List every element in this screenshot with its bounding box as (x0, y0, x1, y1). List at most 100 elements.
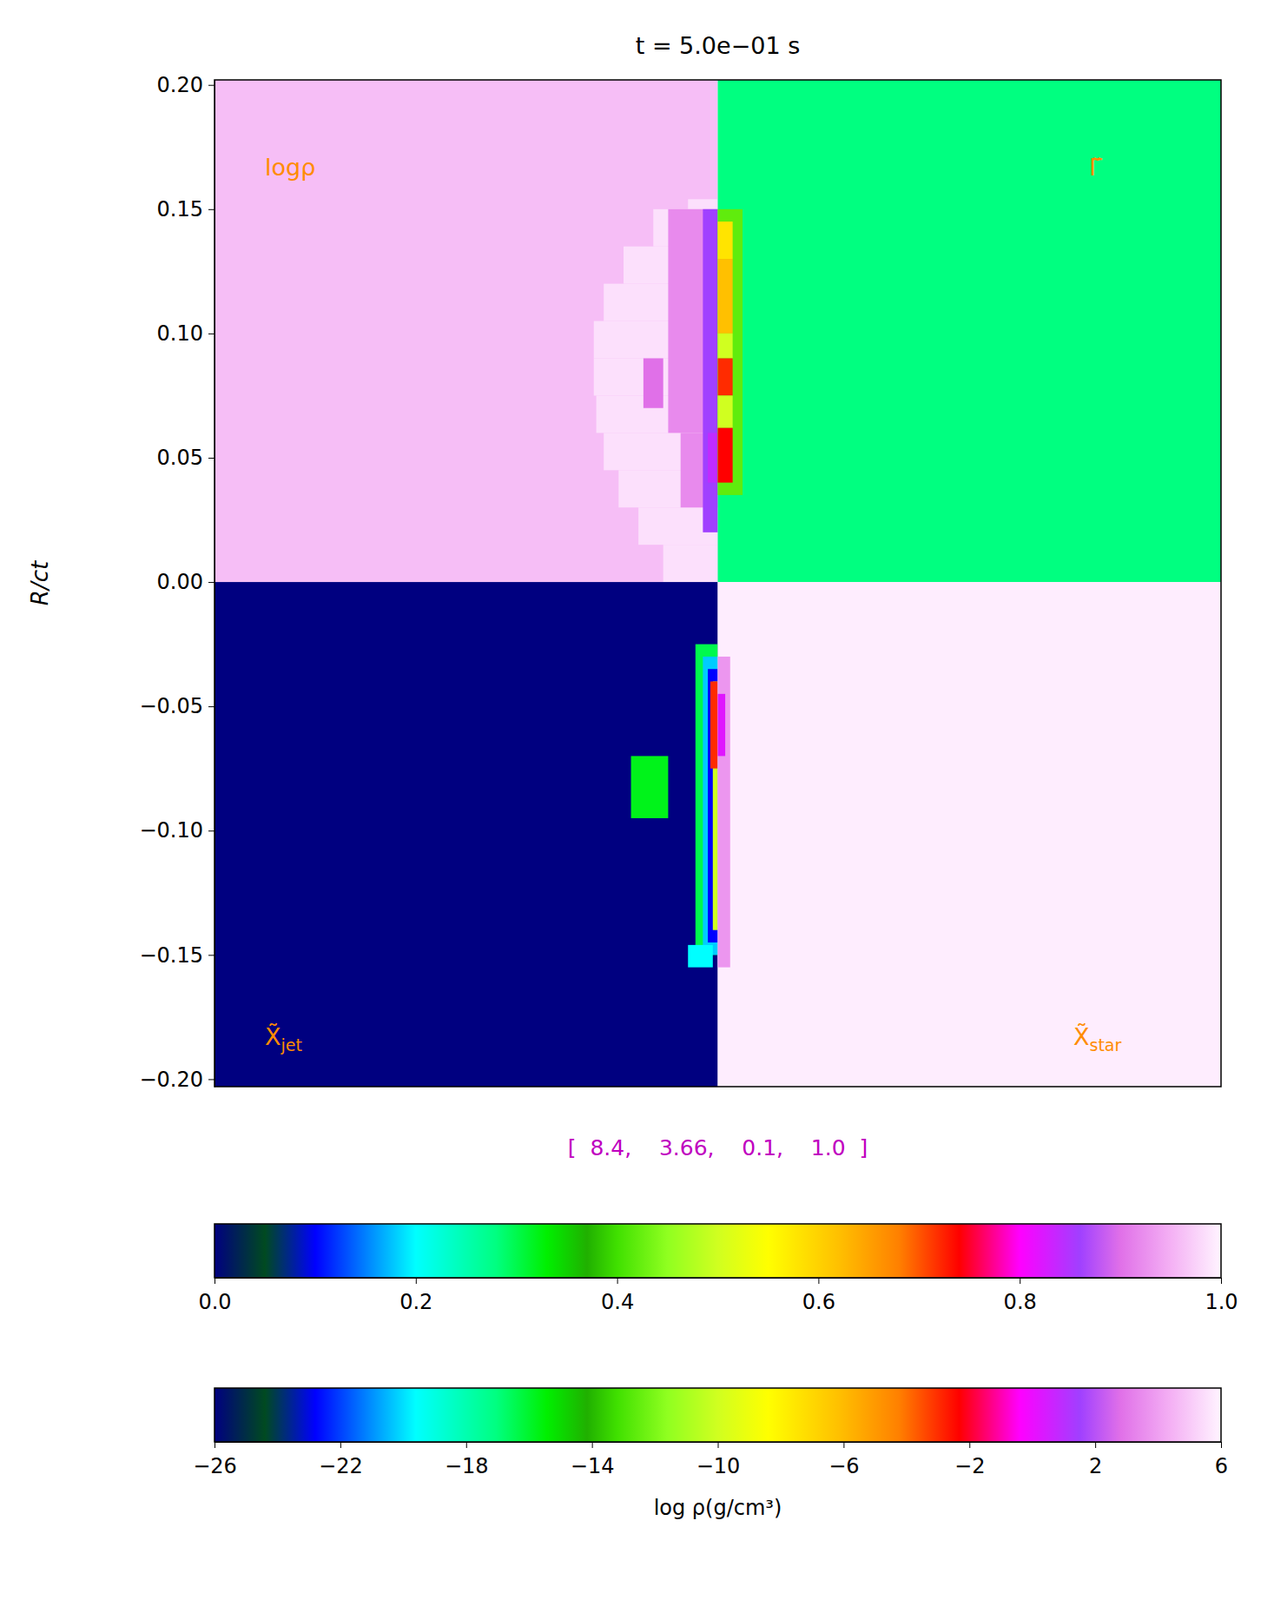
tick-mark (843, 1441, 845, 1448)
tick: −14 (570, 1441, 615, 1479)
field-cell (718, 209, 744, 496)
tick-label: 0.10 (157, 321, 204, 346)
panel (214, 581, 719, 1087)
field-cell (718, 358, 733, 397)
tick: −2 (954, 1441, 985, 1479)
field-cell (718, 693, 727, 757)
plot-area (214, 79, 1222, 1087)
tick-label: 0.4 (600, 1289, 634, 1314)
tick: 2 (1089, 1441, 1103, 1479)
tick-mark (208, 1078, 215, 1080)
colorbar-title: log ρ(g/cm³) (653, 1495, 783, 1520)
tick-mark (466, 1441, 468, 1448)
tick-mark (1019, 1277, 1021, 1284)
tick: 0.0 (198, 1277, 232, 1314)
tick-label: 1.0 (1204, 1289, 1238, 1314)
panel-background (718, 79, 1222, 582)
tick-label: −14 (570, 1453, 615, 1479)
field-cell (707, 432, 718, 482)
field-cell (718, 428, 733, 483)
field-cell (718, 656, 731, 968)
tick-mark (208, 581, 215, 583)
tick: −0.20 (138, 1067, 215, 1092)
panel-label: logρ (264, 153, 316, 181)
tick-label: −10 (696, 1453, 741, 1479)
tick: −0.10 (138, 818, 215, 843)
tick-label: −26 (192, 1453, 238, 1479)
y-axis-title: R/ct (26, 560, 53, 606)
field-cell (707, 668, 718, 943)
tick-mark (214, 1441, 216, 1448)
tick-mark (1095, 1441, 1096, 1448)
field-cell (718, 395, 733, 428)
tick-label: 0.05 (157, 445, 204, 470)
axis-line (214, 80, 216, 1088)
tick: 0.4 (600, 1277, 634, 1314)
tick-label: 0.15 (157, 197, 204, 222)
tick-label: −22 (318, 1453, 364, 1479)
field-cell (718, 221, 733, 259)
annotation: [ 8.4, 3.66, 0.1, 1.0 ] (567, 1135, 868, 1161)
field-cell (687, 944, 713, 968)
tick: −0.05 (138, 693, 215, 719)
tick-mark (340, 1441, 342, 1448)
tick-mark (208, 333, 215, 335)
panel-label-text: logρ (264, 153, 316, 181)
tick: 0.05 (157, 445, 215, 470)
tick-label: −6 (828, 1453, 859, 1479)
panel-label-text: X̃ (264, 1023, 282, 1050)
tick: 0.10 (157, 321, 215, 346)
tick-label: −0.05 (138, 693, 204, 719)
tick-mark (208, 85, 215, 86)
tick: 0.20 (157, 72, 215, 98)
field-cell (710, 681, 719, 769)
tick-mark (592, 1441, 594, 1448)
tick: −6 (828, 1441, 859, 1479)
plot-frame (214, 79, 1222, 1087)
field-cell (631, 755, 669, 819)
tick-label: 6 (1214, 1453, 1228, 1479)
panel (718, 581, 1222, 1087)
tick-label: 0.20 (157, 72, 204, 98)
tick-mark (1221, 1441, 1222, 1448)
field-cell (695, 644, 719, 956)
panel-label-sub: star (1089, 1035, 1123, 1055)
tick-mark (415, 1277, 417, 1284)
tick-mark (617, 1277, 619, 1284)
tick: −0.15 (138, 943, 215, 968)
panel-label: X̃jet (264, 1023, 303, 1055)
tick: 0.15 (157, 197, 215, 222)
tick: −26 (192, 1441, 238, 1479)
colorbar (214, 1387, 1222, 1442)
tick: 1.0 (1204, 1277, 1238, 1314)
tick: −22 (318, 1441, 364, 1479)
tick-mark (208, 706, 215, 707)
panel (214, 79, 719, 582)
panel-label-text: X̃ (1073, 1023, 1090, 1050)
field-cell (702, 656, 718, 955)
tick-label: 0.8 (1003, 1289, 1037, 1314)
tick-label: −18 (444, 1453, 489, 1479)
field-cell (687, 198, 718, 209)
tick-mark (718, 1441, 720, 1448)
tick-label: 0.6 (802, 1289, 836, 1314)
field-cell (702, 209, 718, 533)
panel-label: Γ̃ (1089, 153, 1103, 181)
tick: −10 (696, 1441, 741, 1479)
tick-label: −0.15 (138, 943, 204, 968)
tick-label: 2 (1089, 1453, 1103, 1479)
tick: −18 (444, 1441, 489, 1479)
panel-label: X̃star (1073, 1023, 1122, 1055)
colorbar-axis: 0.00.20.40.60.81.0 (198, 1277, 1238, 1314)
tick-mark (214, 1277, 216, 1284)
tick-mark (208, 954, 215, 956)
colorbar-axis: −26−22−18−14−10−6−226 (192, 1441, 1228, 1479)
panel (718, 79, 1222, 582)
tick-label: −0.20 (138, 1067, 204, 1092)
tick-mark (208, 209, 215, 211)
y-axis: −0.20−0.15−0.10−0.050.000.050.100.150.20 (138, 72, 215, 1092)
panel-background (214, 79, 719, 582)
tick-mark (208, 830, 215, 832)
field-cell (663, 544, 719, 582)
tick-mark (1221, 1277, 1222, 1284)
